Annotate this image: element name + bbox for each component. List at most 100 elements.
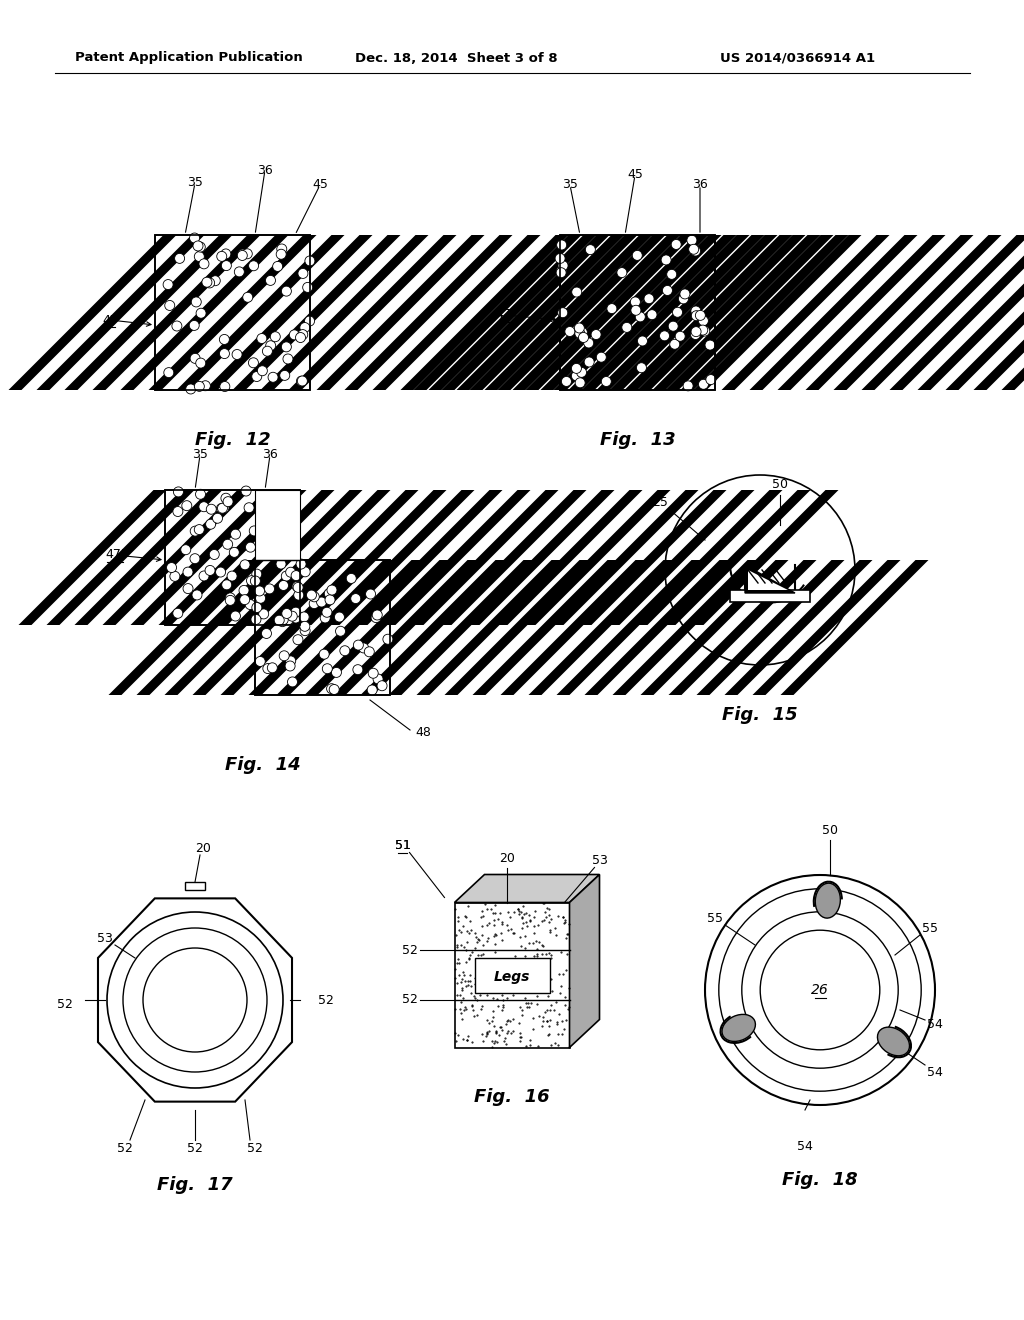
Circle shape bbox=[667, 269, 677, 280]
Circle shape bbox=[199, 259, 209, 269]
Text: 35: 35 bbox=[193, 449, 208, 462]
Polygon shape bbox=[130, 490, 279, 624]
Circle shape bbox=[259, 609, 268, 619]
Circle shape bbox=[706, 341, 715, 350]
Circle shape bbox=[329, 685, 339, 694]
Circle shape bbox=[555, 253, 565, 264]
Circle shape bbox=[190, 354, 200, 363]
Circle shape bbox=[591, 330, 601, 339]
Circle shape bbox=[195, 381, 205, 391]
Circle shape bbox=[249, 261, 259, 271]
Polygon shape bbox=[92, 235, 260, 389]
Polygon shape bbox=[666, 235, 834, 389]
Text: 36: 36 bbox=[257, 164, 272, 177]
Circle shape bbox=[299, 612, 309, 622]
Text: Patent Application Publication: Patent Application Publication bbox=[75, 51, 303, 65]
Text: 52: 52 bbox=[57, 998, 73, 1011]
Polygon shape bbox=[625, 235, 793, 389]
Text: 45: 45 bbox=[627, 169, 643, 181]
Circle shape bbox=[201, 380, 210, 391]
Circle shape bbox=[305, 256, 315, 265]
Bar bbox=[730, 590, 810, 602]
Text: 35: 35 bbox=[562, 178, 578, 191]
Bar bbox=[155, 235, 310, 389]
Circle shape bbox=[300, 566, 310, 577]
Polygon shape bbox=[484, 235, 652, 389]
Circle shape bbox=[327, 684, 337, 694]
Polygon shape bbox=[568, 235, 736, 389]
Circle shape bbox=[299, 612, 309, 622]
Polygon shape bbox=[918, 235, 1024, 389]
Circle shape bbox=[243, 292, 253, 302]
Circle shape bbox=[561, 376, 571, 387]
Bar bbox=[560, 235, 715, 389]
Circle shape bbox=[230, 529, 241, 539]
Circle shape bbox=[670, 339, 680, 350]
Text: 20: 20 bbox=[499, 851, 515, 865]
Circle shape bbox=[358, 643, 369, 653]
Circle shape bbox=[276, 244, 287, 253]
Text: 55: 55 bbox=[922, 921, 938, 935]
Circle shape bbox=[669, 321, 678, 331]
Circle shape bbox=[183, 568, 193, 577]
Circle shape bbox=[296, 560, 306, 569]
Circle shape bbox=[319, 649, 329, 659]
Circle shape bbox=[584, 356, 594, 367]
Circle shape bbox=[574, 329, 585, 338]
Circle shape bbox=[371, 612, 381, 623]
Circle shape bbox=[240, 560, 250, 570]
Polygon shape bbox=[109, 560, 256, 696]
Circle shape bbox=[274, 517, 285, 527]
Polygon shape bbox=[690, 490, 839, 624]
Circle shape bbox=[574, 323, 585, 333]
Bar bbox=[155, 235, 310, 389]
Polygon shape bbox=[214, 490, 362, 624]
Circle shape bbox=[190, 527, 201, 536]
Circle shape bbox=[167, 562, 176, 573]
Polygon shape bbox=[299, 490, 446, 624]
Text: Fig.  18: Fig. 18 bbox=[782, 1171, 858, 1189]
Circle shape bbox=[205, 565, 215, 576]
Polygon shape bbox=[579, 490, 726, 624]
Circle shape bbox=[175, 253, 184, 264]
Circle shape bbox=[173, 609, 183, 618]
Polygon shape bbox=[304, 560, 453, 696]
Polygon shape bbox=[411, 490, 558, 624]
Circle shape bbox=[199, 502, 209, 512]
Polygon shape bbox=[400, 235, 568, 389]
Circle shape bbox=[279, 581, 289, 590]
Polygon shape bbox=[176, 235, 344, 389]
Text: Fig.  14: Fig. 14 bbox=[224, 756, 300, 774]
Circle shape bbox=[365, 647, 375, 657]
Text: US 2014/0366914 A1: US 2014/0366914 A1 bbox=[720, 51, 876, 65]
Circle shape bbox=[284, 615, 293, 624]
Circle shape bbox=[164, 368, 174, 378]
Circle shape bbox=[697, 325, 708, 335]
Circle shape bbox=[286, 656, 296, 665]
Polygon shape bbox=[289, 235, 457, 389]
Text: 52: 52 bbox=[401, 993, 418, 1006]
Polygon shape bbox=[528, 560, 677, 696]
Circle shape bbox=[300, 322, 310, 333]
Circle shape bbox=[346, 573, 356, 583]
Polygon shape bbox=[693, 235, 861, 389]
Ellipse shape bbox=[722, 1014, 756, 1041]
Circle shape bbox=[206, 519, 216, 529]
Polygon shape bbox=[414, 235, 582, 389]
Circle shape bbox=[293, 635, 303, 644]
Polygon shape bbox=[428, 235, 597, 389]
Polygon shape bbox=[193, 560, 341, 696]
Text: Dec. 18, 2014  Sheet 3 of 8: Dec. 18, 2014 Sheet 3 of 8 bbox=[355, 51, 558, 65]
Circle shape bbox=[377, 681, 387, 690]
Bar bbox=[185, 882, 205, 890]
Circle shape bbox=[691, 326, 701, 337]
Circle shape bbox=[227, 572, 238, 581]
Polygon shape bbox=[388, 560, 537, 696]
Polygon shape bbox=[102, 490, 251, 624]
Polygon shape bbox=[37, 235, 205, 389]
Circle shape bbox=[556, 268, 566, 277]
Circle shape bbox=[196, 490, 206, 499]
Circle shape bbox=[353, 665, 362, 675]
Circle shape bbox=[631, 297, 640, 308]
Circle shape bbox=[267, 663, 278, 673]
